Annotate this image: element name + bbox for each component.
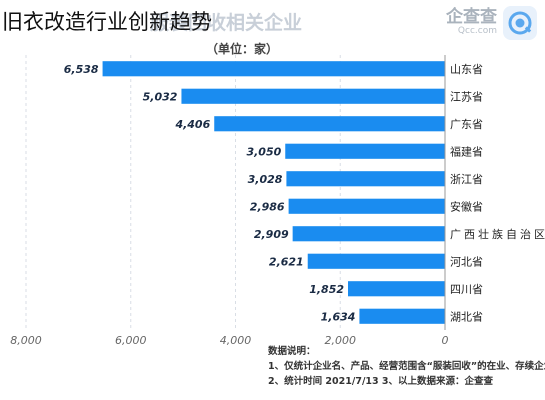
category-label: 广东省 (450, 118, 483, 131)
unit-label: （单位：家） (206, 42, 279, 56)
x-tick-label: 4,000 (220, 334, 252, 347)
category-label: 福建省 (450, 144, 483, 158)
notes-line-1: 1、仅统计企业名、产品、经营范围含“服装回收”的在业、存续企业 (268, 361, 545, 372)
chart-watermark-title: 服装回收相关企业 (150, 12, 303, 34)
bar-value-label: 2,986 (250, 200, 285, 213)
notes-line-2: 2、统计时间 2021/7/13 3、以上数据来源：企查查 (268, 376, 494, 387)
bar-value-label: 4,406 (174, 118, 210, 131)
category-label: 江苏省 (450, 90, 483, 103)
category-label: 四川省 (450, 283, 483, 296)
category-label: 安徽省 (450, 199, 483, 213)
qcc-logo-icon (503, 6, 537, 40)
brand-url: Qcc.com (457, 26, 497, 37)
category-label: 河北省 (450, 255, 483, 268)
bar-value-label: 6,538 (64, 63, 99, 76)
x-tick-label: 2,000 (325, 334, 357, 347)
category-label: 广西壮族自治区 (450, 227, 545, 241)
bars: 6,538 5,032 4,406 3,050 3,028 2,986 2,909 2,621… (64, 61, 445, 324)
bar (292, 226, 445, 242)
bar (307, 253, 445, 269)
brand-name: 企查查 (446, 7, 497, 28)
bar-value-label: 1,852 (309, 283, 344, 296)
notes-title: 数据说明： (268, 346, 316, 357)
bar (359, 308, 445, 324)
page-title: 旧衣改造行业创新趋势 (2, 10, 212, 34)
category-label: 浙江省 (450, 173, 483, 186)
x-tick-label: 0 (442, 334, 449, 347)
bar-value-label: 3,028 (248, 173, 283, 186)
category-label: 湖北省 (450, 310, 483, 323)
bar (102, 61, 445, 77)
bar-value-label: 5,032 (143, 90, 178, 103)
category-label: 山东省 (450, 63, 483, 76)
axes: 0 2,000 4,000 6,000 8,000 山东省江苏省广东省福建省浙江省安徽省广… (10, 55, 545, 347)
data-notes: 数据说明： 1、仅统计企业名、产品、经营范围含“服装回收”的在业、存续企业 2、… (268, 344, 545, 389)
bar-value-label: 3,050 (246, 145, 281, 158)
bar-value-label: 2,621 (269, 255, 304, 268)
bar-value-label: 2,909 (254, 228, 289, 241)
bar-value-label: 1,634 (321, 310, 356, 323)
bar (348, 281, 445, 297)
bar (286, 171, 445, 187)
bar (285, 143, 445, 159)
bar (181, 88, 445, 104)
x-tick-label: 6,000 (115, 334, 147, 347)
bar (288, 198, 445, 214)
bar (214, 116, 445, 132)
brand: 企查查 Qcc.com (446, 6, 537, 40)
x-tick-label: 8,000 (10, 334, 42, 347)
